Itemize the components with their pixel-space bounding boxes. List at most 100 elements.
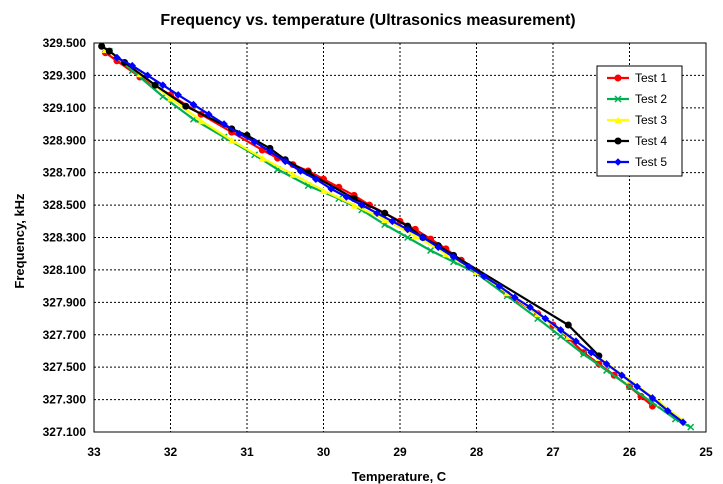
- tick-labels: 33 32 31 30 29 28 27 26 25 327.100 327.300 327.500 3…: [43, 36, 713, 459]
- test-5-point: [281, 157, 290, 166]
- test-3-point: [197, 117, 205, 125]
- test-5-point: [541, 314, 550, 323]
- test-2-point: [625, 383, 634, 391]
- series-layer: [98, 42, 695, 431]
- test-2-line: [108, 50, 692, 429]
- test-5-point: [495, 282, 504, 290]
- test-5-point: [235, 129, 244, 138]
- test-5-point: [465, 262, 473, 271]
- test-5-point: [434, 243, 443, 252]
- legend-label: Test 2: [635, 92, 667, 106]
- test-5-point: [373, 209, 381, 217]
- x-tick-label: 33: [87, 445, 101, 459]
- y-tick-label: 328.100: [43, 263, 87, 277]
- legend-item-test-5: Test 5: [607, 155, 667, 169]
- test-5-point: [648, 394, 657, 402]
- y-axis-label: Frequency, kHz: [12, 193, 27, 289]
- legend-label: Test 5: [635, 155, 667, 169]
- test-3-point: [442, 250, 450, 258]
- x-tick-label: 28: [470, 445, 484, 459]
- test-5-point: [556, 326, 565, 334]
- x-tick-label: 26: [623, 445, 637, 459]
- y-tick-label: 328.700: [43, 166, 87, 180]
- legend-marker: [614, 116, 622, 124]
- test-5-point: [587, 348, 596, 357]
- test-5-point: [266, 147, 274, 156]
- legend-item-test-4: Test 4: [607, 134, 667, 148]
- test-3-point: [350, 201, 358, 209]
- test-5-point: [204, 110, 213, 119]
- test-5-point: [357, 201, 366, 209]
- x-tick-label: 31: [240, 445, 254, 459]
- test-5-point: [480, 272, 488, 281]
- test-5-point: [143, 71, 152, 80]
- legend: Test 1 Test 2 Test 3 Test 4 Test 5: [596, 65, 683, 177]
- y-tick-label: 328.900: [43, 133, 87, 147]
- test-5-point: [174, 91, 182, 99]
- test-2-point: [427, 246, 435, 254]
- test-2-point: [557, 332, 565, 340]
- x-tick-label: 30: [317, 445, 331, 459]
- y-tick-label: 327.700: [43, 328, 87, 342]
- test-5-point: [618, 371, 626, 380]
- legend-item-test-3: Test 3: [607, 113, 667, 127]
- test-3-point: [381, 216, 389, 224]
- legend-label: Test 4: [635, 134, 667, 148]
- chart-title: Frequency vs. temperature (Ultrasonics m…: [160, 12, 575, 29]
- test-4-point: [98, 42, 106, 50]
- test-5-point: [342, 193, 351, 201]
- test-5-point: [296, 167, 305, 175]
- test-5-point: [419, 233, 427, 242]
- test-5-point: [679, 418, 687, 427]
- test-5-point: [159, 81, 167, 89]
- test-5-point: [663, 407, 672, 415]
- test-2-point: [404, 233, 412, 242]
- test-5-line: [116, 56, 684, 424]
- test-4-point: [105, 47, 113, 55]
- test-2-point: [603, 366, 611, 374]
- legend-item-test-2: Test 2: [607, 92, 667, 106]
- test-5-point: [220, 120, 228, 128]
- x-tick-label: 27: [546, 445, 560, 459]
- test-5-point: [250, 138, 259, 146]
- legend-marker: [614, 74, 622, 82]
- test-3-point: [167, 94, 174, 102]
- test-5-point: [572, 337, 580, 346]
- test-5-point: [312, 175, 320, 183]
- test-5-point: [327, 185, 335, 193]
- test-4-point: [151, 81, 159, 89]
- legend-marker: [614, 137, 622, 145]
- x-axis-label: Temperature, C: [352, 469, 447, 484]
- test-2-point: [580, 350, 588, 358]
- legend-item-test-1: Test 1: [607, 71, 667, 85]
- legend-marker: [614, 158, 622, 166]
- test-3-point: [258, 154, 266, 162]
- test-3-point: [289, 170, 297, 178]
- y-tick-label: 328.500: [43, 198, 87, 212]
- y-tick-label: 327.100: [43, 425, 87, 439]
- test-4-point: [182, 102, 190, 110]
- y-tick-label: 328.300: [43, 231, 87, 245]
- test-5-series: [113, 53, 687, 427]
- test-5-point: [403, 225, 412, 234]
- test-5-point: [189, 100, 198, 109]
- test-5-point: [449, 253, 458, 261]
- y-tick-label: 327.300: [43, 393, 87, 407]
- test-3-point: [411, 232, 419, 240]
- y-tick-label: 329.300: [43, 68, 87, 82]
- legend-marker: [614, 95, 622, 103]
- test-5-point: [526, 303, 534, 311]
- y-tick-label: 327.900: [43, 295, 87, 309]
- test-4-point: [564, 321, 572, 329]
- x-tick-label: 32: [164, 445, 178, 459]
- test-3-point: [320, 186, 327, 194]
- x-tick-label: 29: [393, 445, 407, 459]
- test-5-point: [113, 53, 121, 62]
- test-2-point: [687, 423, 695, 431]
- y-tick-label: 329.100: [43, 101, 87, 115]
- legend-label: Test 3: [635, 113, 667, 127]
- test-5-point: [388, 217, 397, 226]
- x-tick-label: 25: [699, 445, 713, 459]
- y-tick-label: 327.500: [43, 360, 87, 374]
